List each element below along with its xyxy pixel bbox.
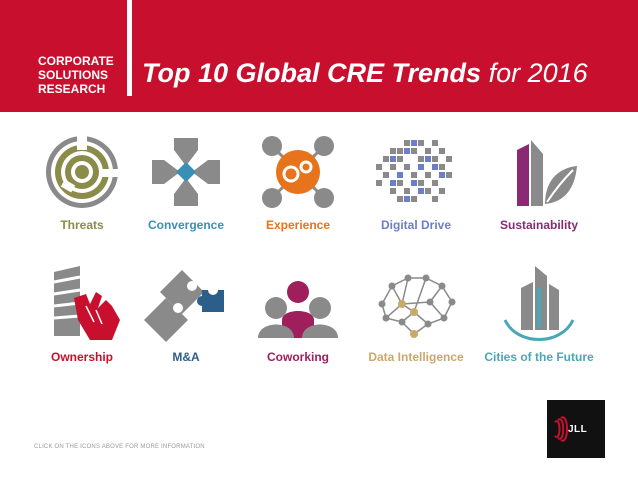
org-line: SOLUTIONS — [38, 68, 109, 82]
gear-network-icon — [262, 136, 334, 208]
header-divider — [127, 0, 132, 96]
people-group-icon — [258, 281, 338, 338]
page-title-main: Top 10 Global CRE Trends — [142, 58, 482, 88]
city-skyline-icon — [503, 266, 575, 341]
trend-label: M&A — [172, 350, 200, 364]
trend-tile-convergence[interactable]: Convergence — [130, 132, 242, 232]
trend-tile-cities-of-the-future[interactable]: Cities of the Future — [483, 264, 595, 364]
network-brain-icon — [378, 274, 456, 338]
org-line: CORPORATE — [38, 54, 114, 68]
pixel-grid-icon — [376, 140, 452, 202]
target-maze-icon — [46, 134, 120, 208]
header-banner: CORPORATE SOLUTIONS RESEARCH Top 10 Glob… — [0, 0, 638, 112]
trend-label: Cities of the Future — [484, 350, 594, 364]
org-name: CORPORATE SOLUTIONS RESEARCH — [38, 54, 128, 96]
trend-tile-data-intelligence[interactable]: Data Intelligence — [360, 264, 472, 364]
puzzle-pieces-icon — [144, 270, 224, 342]
converging-arrows-icon — [152, 138, 220, 206]
trend-tile-coworking[interactable]: Coworking — [242, 264, 354, 364]
trend-label: Data Intelligence — [368, 350, 464, 364]
logo-text: JLL — [568, 424, 588, 435]
page-title: Top 10 Global CRE Trends for 2016 — [142, 58, 588, 89]
trend-tile-ownership[interactable]: Ownership — [26, 264, 138, 364]
trend-label: Coworking — [267, 350, 329, 364]
trend-tile-ma[interactable]: M&A — [130, 264, 242, 364]
logo-mark-icon — [554, 416, 568, 442]
trend-label: Convergence — [147, 218, 225, 232]
trend-label: Digital Drive — [380, 218, 452, 232]
page-title-year: for 2016 — [481, 58, 588, 88]
trend-label: Ownership — [50, 350, 113, 364]
trend-tile-experience[interactable]: Experience — [242, 132, 354, 232]
org-line: RESEARCH — [38, 82, 106, 96]
footer-note: CLICK ON THE ICONS ABOVE FOR MORE INFORM… — [34, 444, 205, 450]
building-leaf-icon — [517, 140, 577, 206]
trend-tile-digital-drive[interactable]: Digital Drive — [360, 132, 472, 232]
building-hand-icon — [53, 266, 120, 340]
trend-label: Sustainability — [499, 218, 579, 232]
trend-label: Threats — [60, 218, 104, 232]
trend-tile-threats[interactable]: Threats — [26, 132, 138, 232]
trend-tile-sustainability[interactable]: Sustainability — [483, 132, 595, 232]
jll-logo: JLL — [547, 400, 605, 458]
trend-label: Experience — [265, 218, 331, 232]
